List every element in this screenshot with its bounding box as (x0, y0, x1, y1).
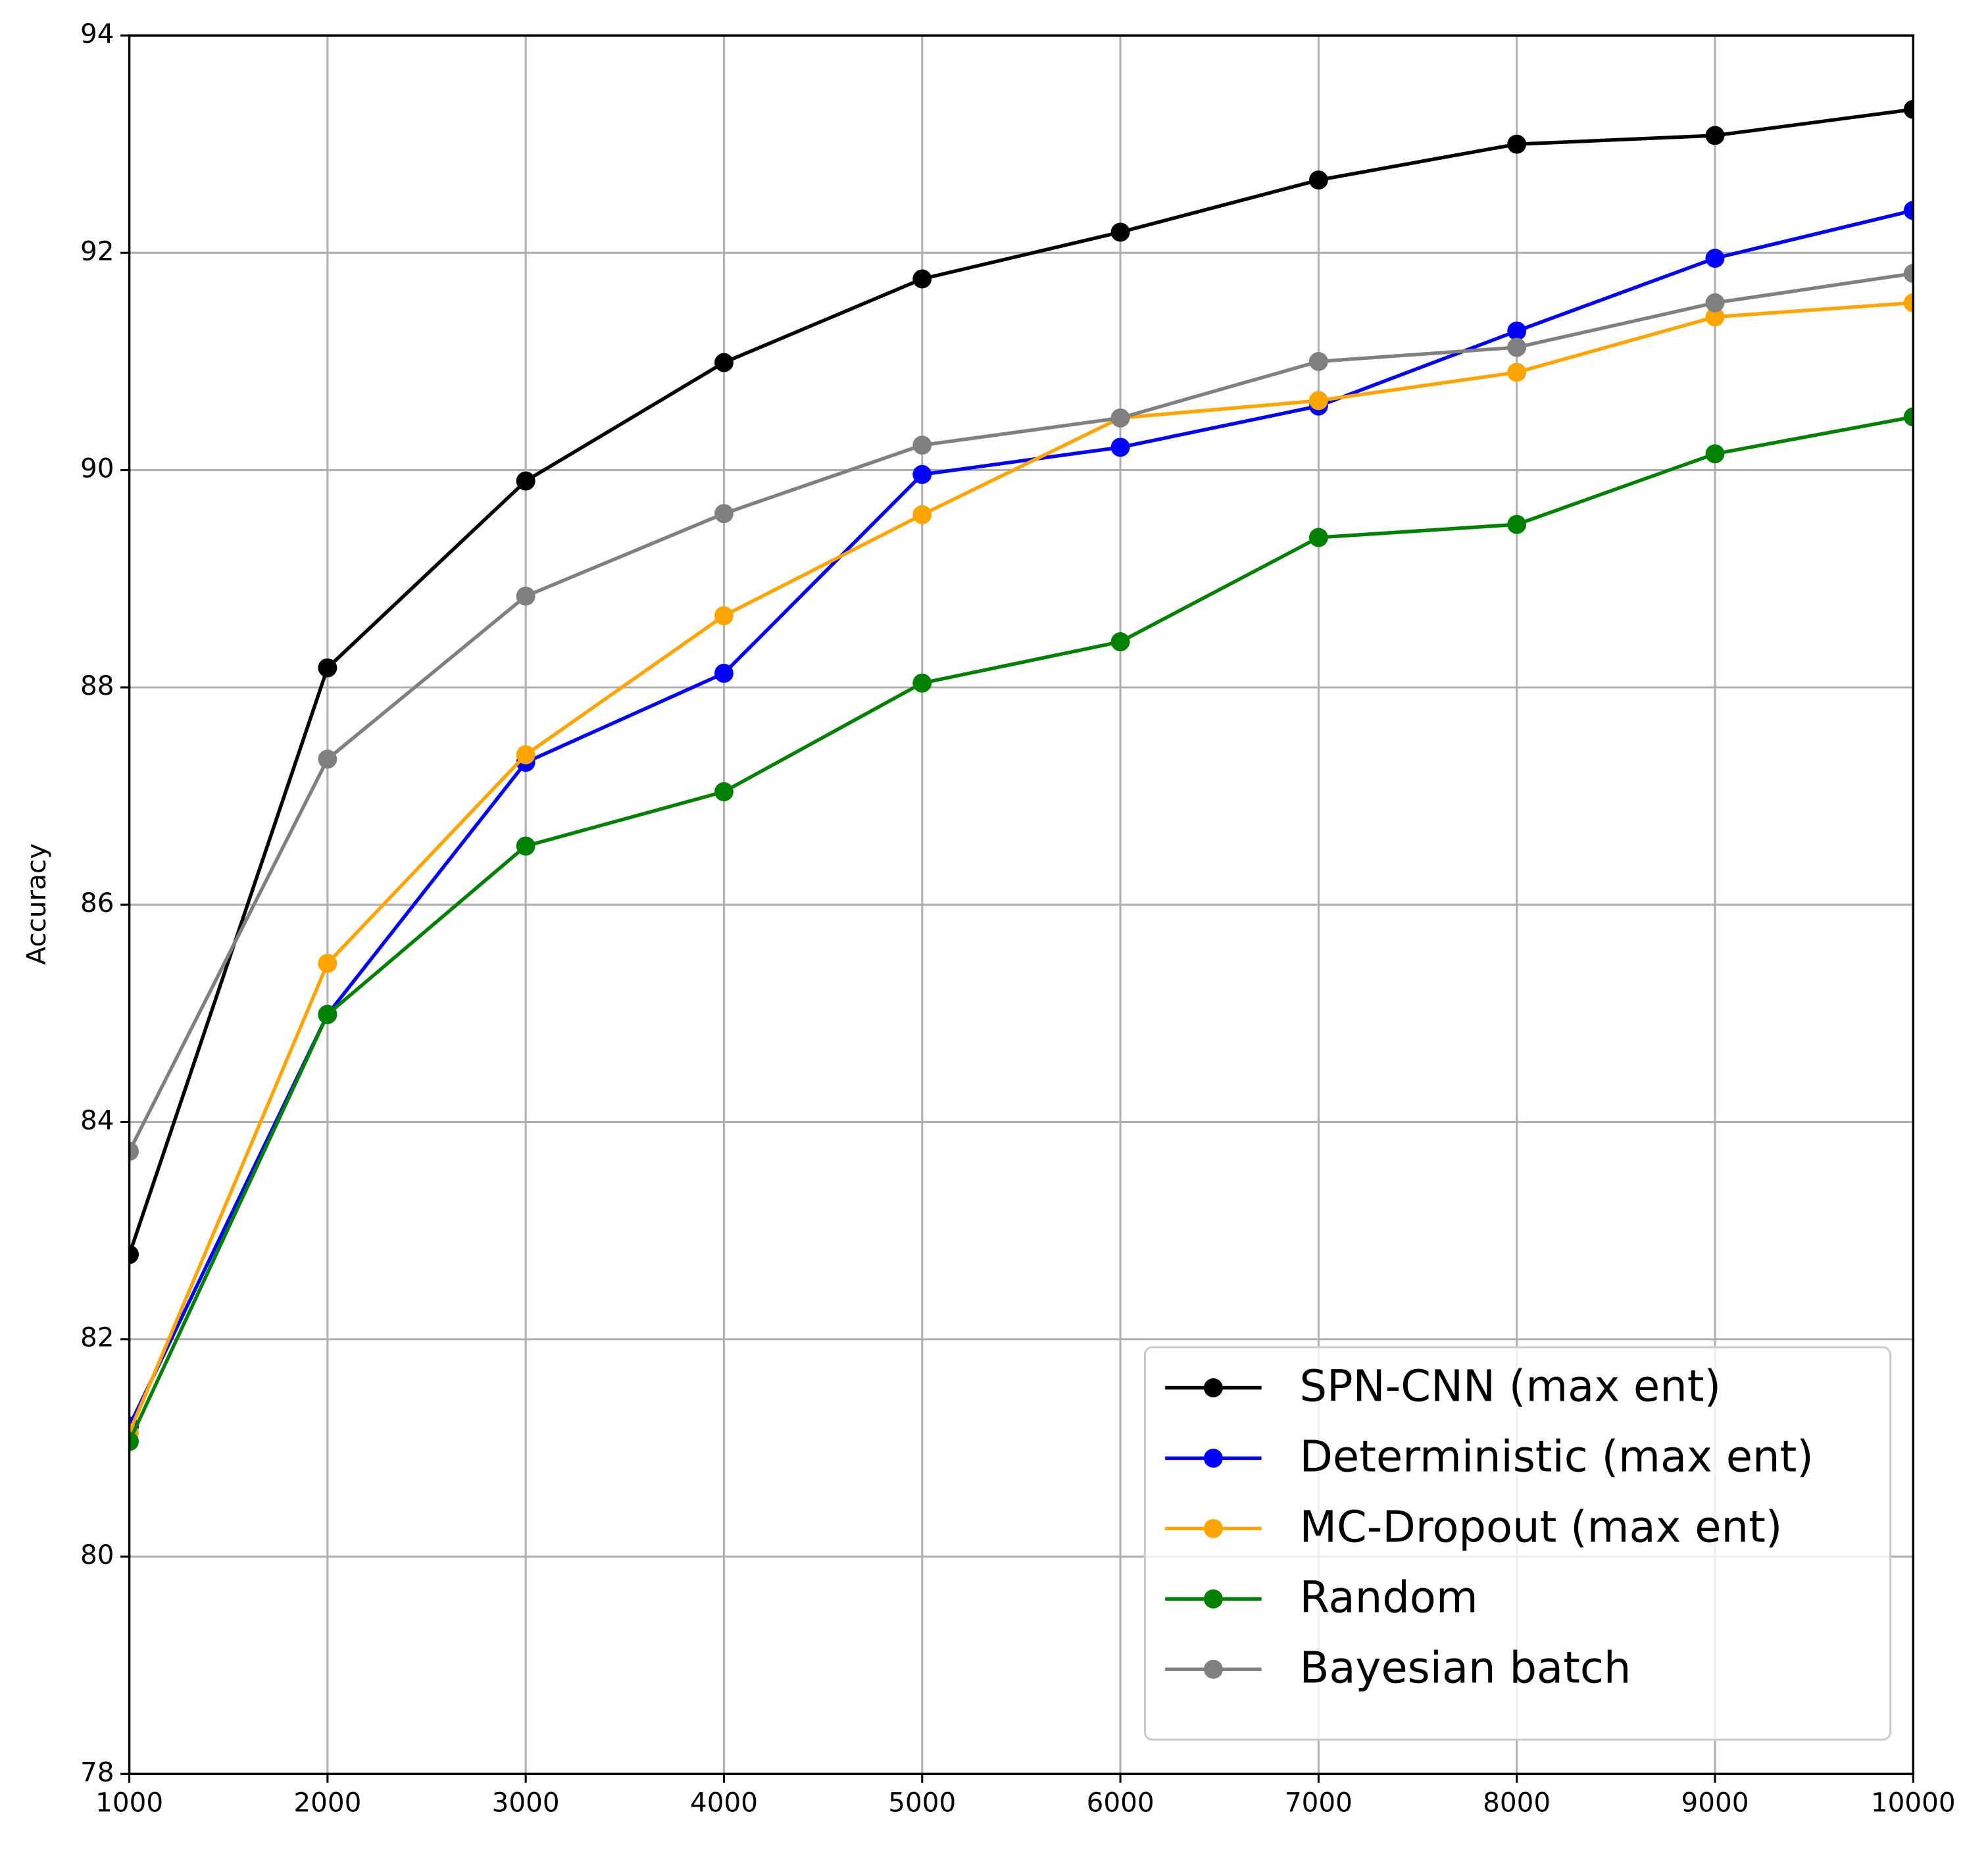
data-point (1308, 170, 1328, 190)
data-point (714, 504, 733, 524)
y-tick-label: 78 (80, 1756, 114, 1788)
data-point (1903, 201, 1914, 220)
data-point (129, 1432, 139, 1451)
data-point (1903, 407, 1914, 427)
legend-label: Deterministic (max ent) (1299, 1432, 1813, 1482)
data-point (912, 269, 932, 289)
data-point (516, 471, 535, 491)
data-point (714, 782, 733, 801)
series (129, 201, 1914, 1436)
data-point (1705, 249, 1725, 268)
series-line (129, 209, 1914, 1428)
data-point (1507, 338, 1527, 357)
x-tick-label: 4000 (690, 1787, 758, 1818)
x-tick-label: 7000 (1285, 1787, 1353, 1818)
data-point (1705, 307, 1725, 327)
data-point (1903, 264, 1914, 284)
data-point (1110, 408, 1130, 428)
x-tick-label: 2000 (293, 1787, 361, 1818)
data-point (516, 745, 535, 764)
data-point (1308, 528, 1328, 547)
y-tick-label: 94 (80, 18, 114, 49)
data-point (1110, 222, 1130, 242)
data-point (1705, 126, 1725, 145)
data-point (318, 1005, 337, 1024)
data-point (129, 1141, 139, 1161)
data-point (714, 663, 733, 683)
data-point (1903, 99, 1914, 119)
legend-label: MC-Dropout (max ent) (1299, 1502, 1782, 1552)
x-tick-label: 8000 (1483, 1787, 1551, 1818)
data-point (318, 749, 337, 769)
y-tick-label: 88 (80, 670, 114, 701)
series-line (129, 272, 1914, 1153)
data-point (1507, 134, 1527, 154)
legend-marker (1203, 1659, 1223, 1679)
data-point (1308, 391, 1328, 411)
legend-marker (1203, 1589, 1223, 1609)
data-point (516, 836, 535, 856)
y-tick-label: 82 (80, 1322, 114, 1353)
data-point (516, 586, 535, 606)
legend-marker (1203, 1448, 1223, 1468)
legend-box (1143, 1346, 1892, 1741)
data-point (912, 464, 932, 484)
data-point (1308, 351, 1328, 371)
plot-frame (128, 34, 1915, 1776)
data-point (912, 436, 932, 455)
series-line (129, 107, 1914, 1255)
legend-marker (1203, 1518, 1223, 1538)
x-tick-label: 9000 (1681, 1787, 1749, 1818)
data-point (318, 658, 337, 678)
y-tick-label: 86 (80, 887, 114, 918)
series-line (129, 415, 1914, 1443)
series (129, 99, 1914, 1264)
data-point (1110, 632, 1130, 651)
x-tick-label: 10000 (1871, 1787, 1956, 1818)
x-tick-label: 6000 (1087, 1787, 1155, 1818)
series (129, 293, 1914, 1443)
y-tick-label: 84 (80, 1104, 114, 1136)
y-tick-label: 80 (80, 1539, 114, 1570)
legend-label: Random (1299, 1572, 1478, 1622)
data-point (912, 505, 932, 524)
data-point (129, 1245, 139, 1264)
x-tick-label: 3000 (492, 1787, 560, 1818)
data-point (318, 953, 337, 973)
legend-marker (1203, 1378, 1223, 1397)
series (129, 264, 1914, 1161)
data-point (912, 673, 932, 693)
data-point (714, 353, 733, 372)
y-tick-label: 90 (80, 453, 114, 484)
x-tick-label: 1000 (95, 1787, 163, 1818)
series (129, 407, 1914, 1451)
data-point (1507, 321, 1527, 341)
data-point (1110, 438, 1130, 457)
y-axis-label: Accuracy (20, 843, 52, 965)
legend-label: SPN-CNN (max ent) (1299, 1361, 1721, 1411)
y-tick-label: 92 (80, 235, 114, 266)
data-point (714, 606, 733, 626)
data-point (1507, 362, 1527, 382)
series-line (129, 301, 1914, 1434)
data-point (1903, 293, 1914, 312)
x-tick-label: 5000 (888, 1787, 956, 1818)
data-point (1705, 444, 1725, 464)
data-point (1507, 514, 1527, 534)
legend-label: Bayesian batch (1299, 1643, 1631, 1693)
data-point (1705, 293, 1725, 312)
